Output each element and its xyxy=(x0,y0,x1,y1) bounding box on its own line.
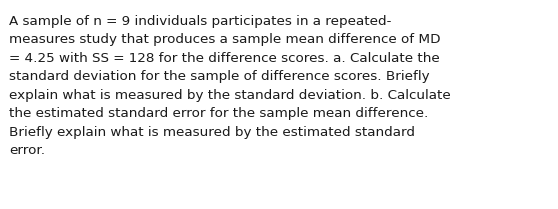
Text: A sample of n = 9 individuals participates in a repeated-
measures study that pr: A sample of n = 9 individuals participat… xyxy=(9,15,451,157)
